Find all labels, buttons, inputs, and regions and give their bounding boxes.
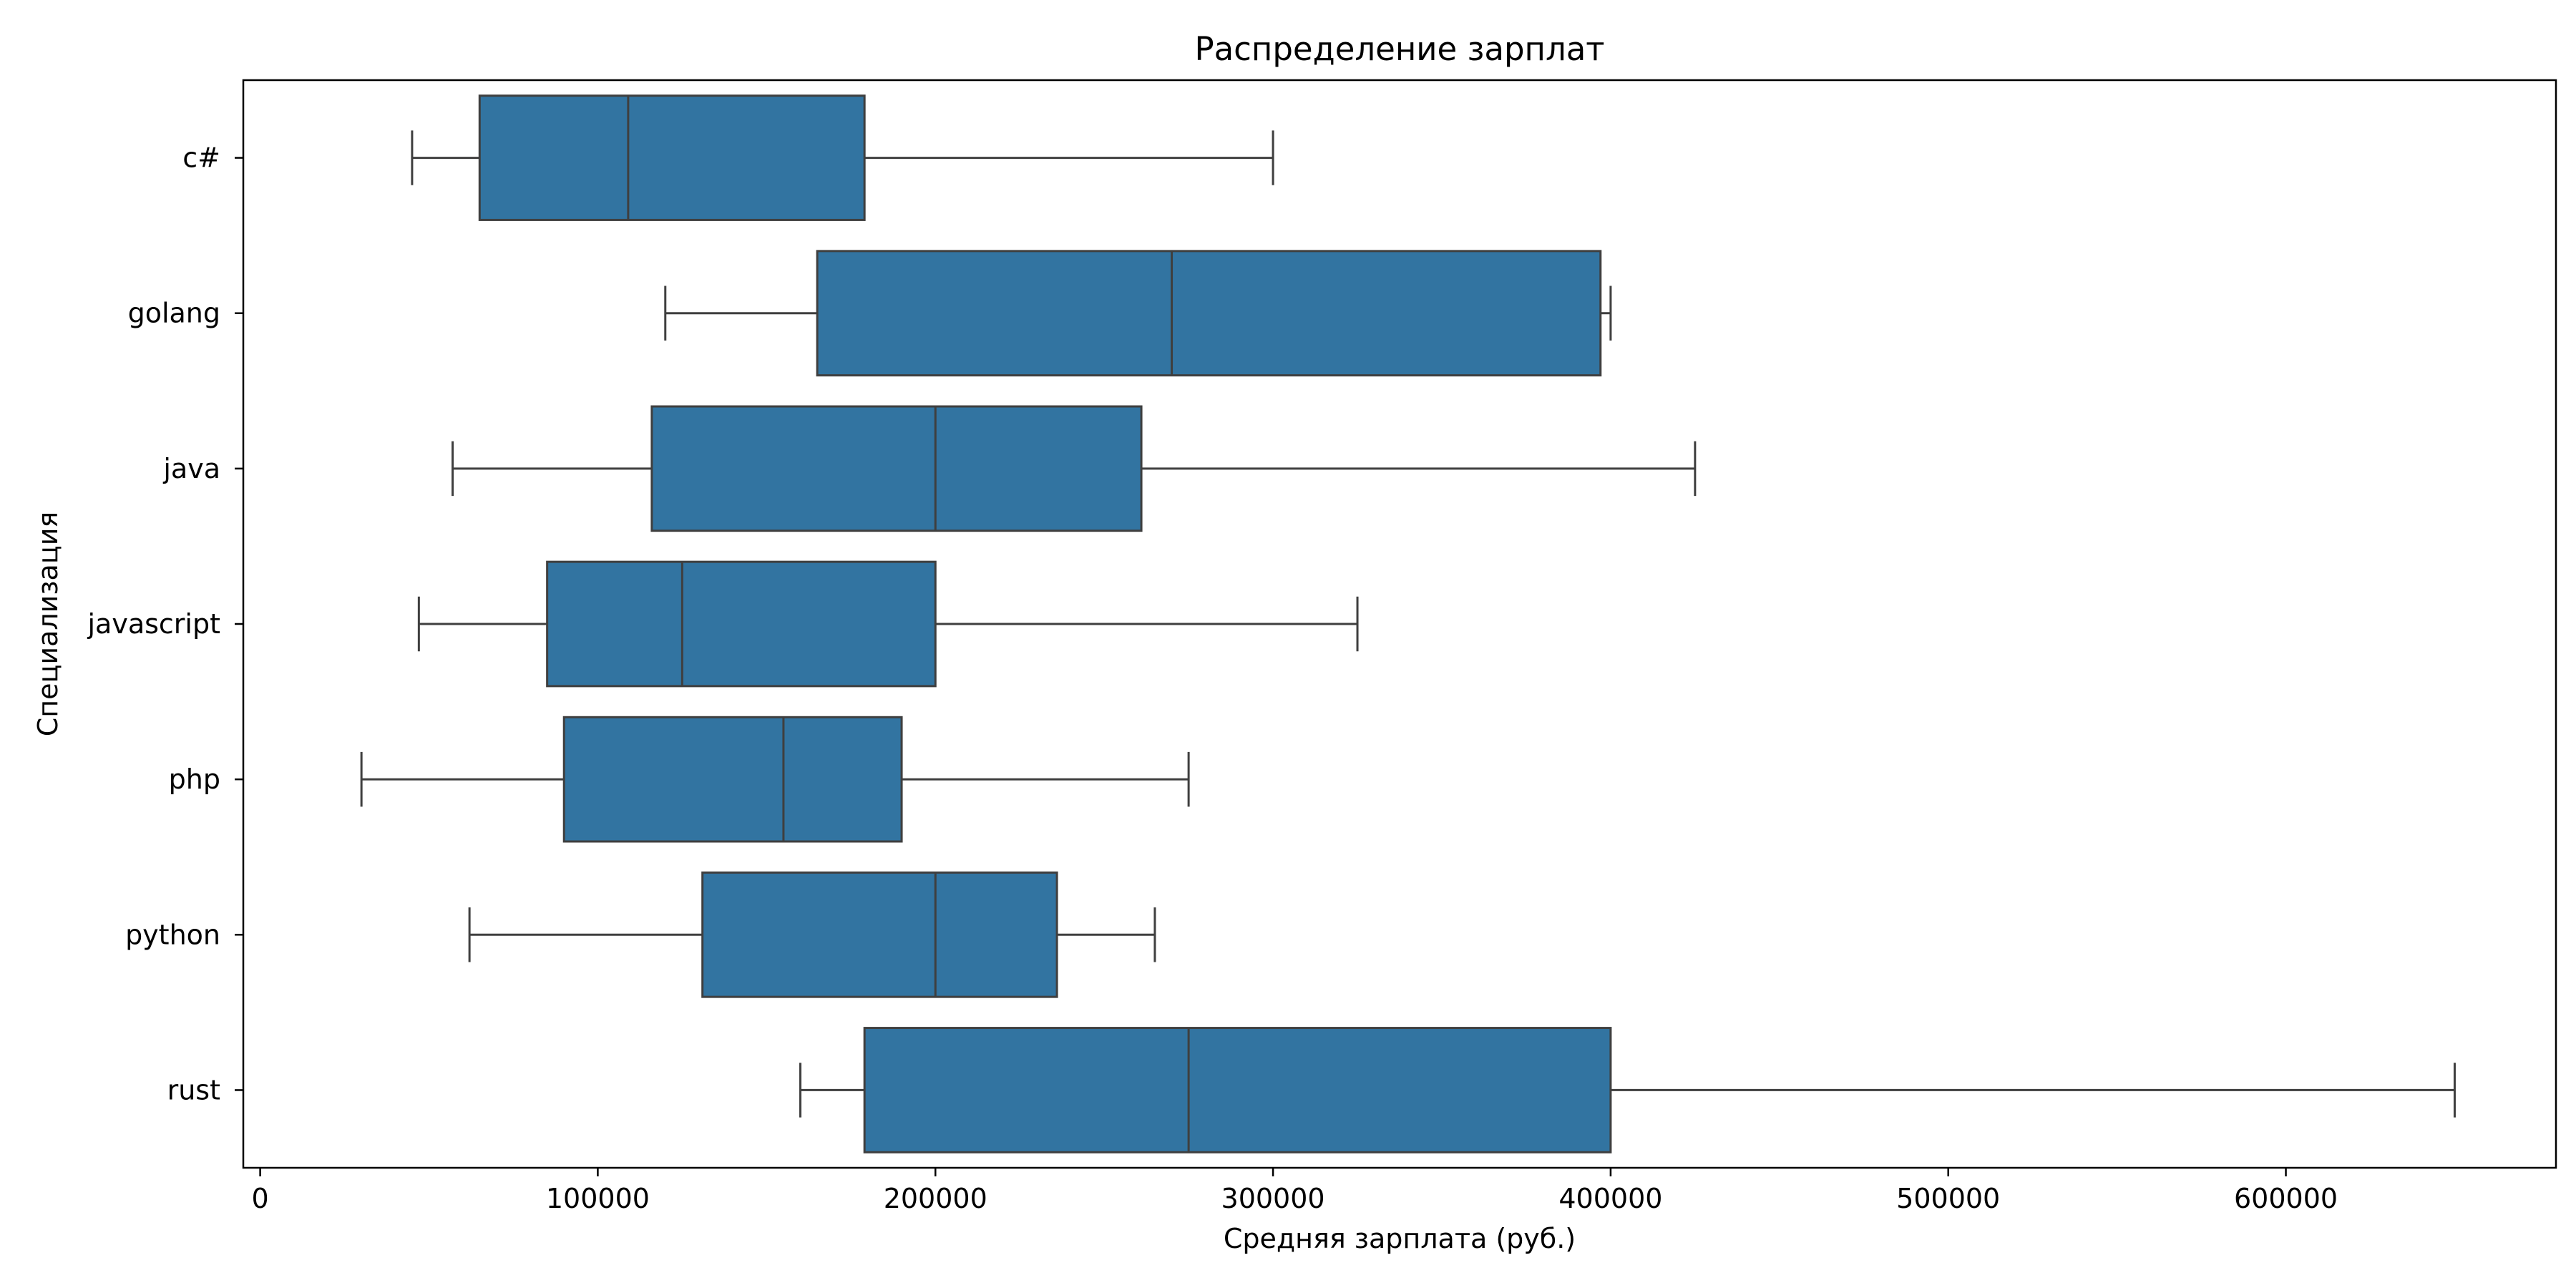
x-tick-label: 200000 <box>884 1183 987 1214</box>
y-tick-label: javascript <box>87 608 220 640</box>
box-group-4 <box>360 716 1190 843</box>
y-axis-title: Специализация <box>32 512 64 737</box>
box-group-3 <box>417 560 1359 688</box>
boxes-layer <box>360 94 2456 1153</box>
iqr-box <box>701 871 1058 998</box>
x-tick-label: 100000 <box>546 1183 650 1214</box>
y-tick-label: python <box>125 919 220 950</box>
x-tick-label: 600000 <box>2234 1183 2338 1214</box>
y-tick-label: php <box>169 763 220 795</box>
y-tick-label: rust <box>167 1074 220 1106</box>
x-axis-title: Средняя зарплата (руб.) <box>1224 1223 1576 1254</box>
box-group-0 <box>411 94 1274 221</box>
box-group-5 <box>468 871 1156 998</box>
box-group-6 <box>799 1027 2456 1153</box>
box-group-2 <box>452 405 1697 532</box>
y-axis: c# golang java javascript php python rust <box>87 142 243 1106</box>
iqr-box <box>546 560 937 688</box>
y-tick-label: golang <box>128 298 220 329</box>
iqr-box <box>562 716 903 843</box>
iqr-box <box>478 94 866 221</box>
box-group-1 <box>664 250 1612 377</box>
iqr-box <box>863 1027 1612 1153</box>
x-tick-label: 400000 <box>1558 1183 1662 1214</box>
x-tick-label: 500000 <box>1896 1183 2000 1214</box>
x-tick-label: 300000 <box>1221 1183 1325 1214</box>
y-tick-label: java <box>162 453 220 484</box>
iqr-box <box>650 405 1143 532</box>
chart-title: Распределение зарплат <box>1194 30 1604 68</box>
y-tick-label: c# <box>182 142 220 174</box>
iqr-box <box>816 250 1602 377</box>
x-tick-label: 0 <box>251 1183 268 1214</box>
x-axis: 0 100000 200000 300000 400000 500000 600000 <box>251 1168 2338 1214</box>
